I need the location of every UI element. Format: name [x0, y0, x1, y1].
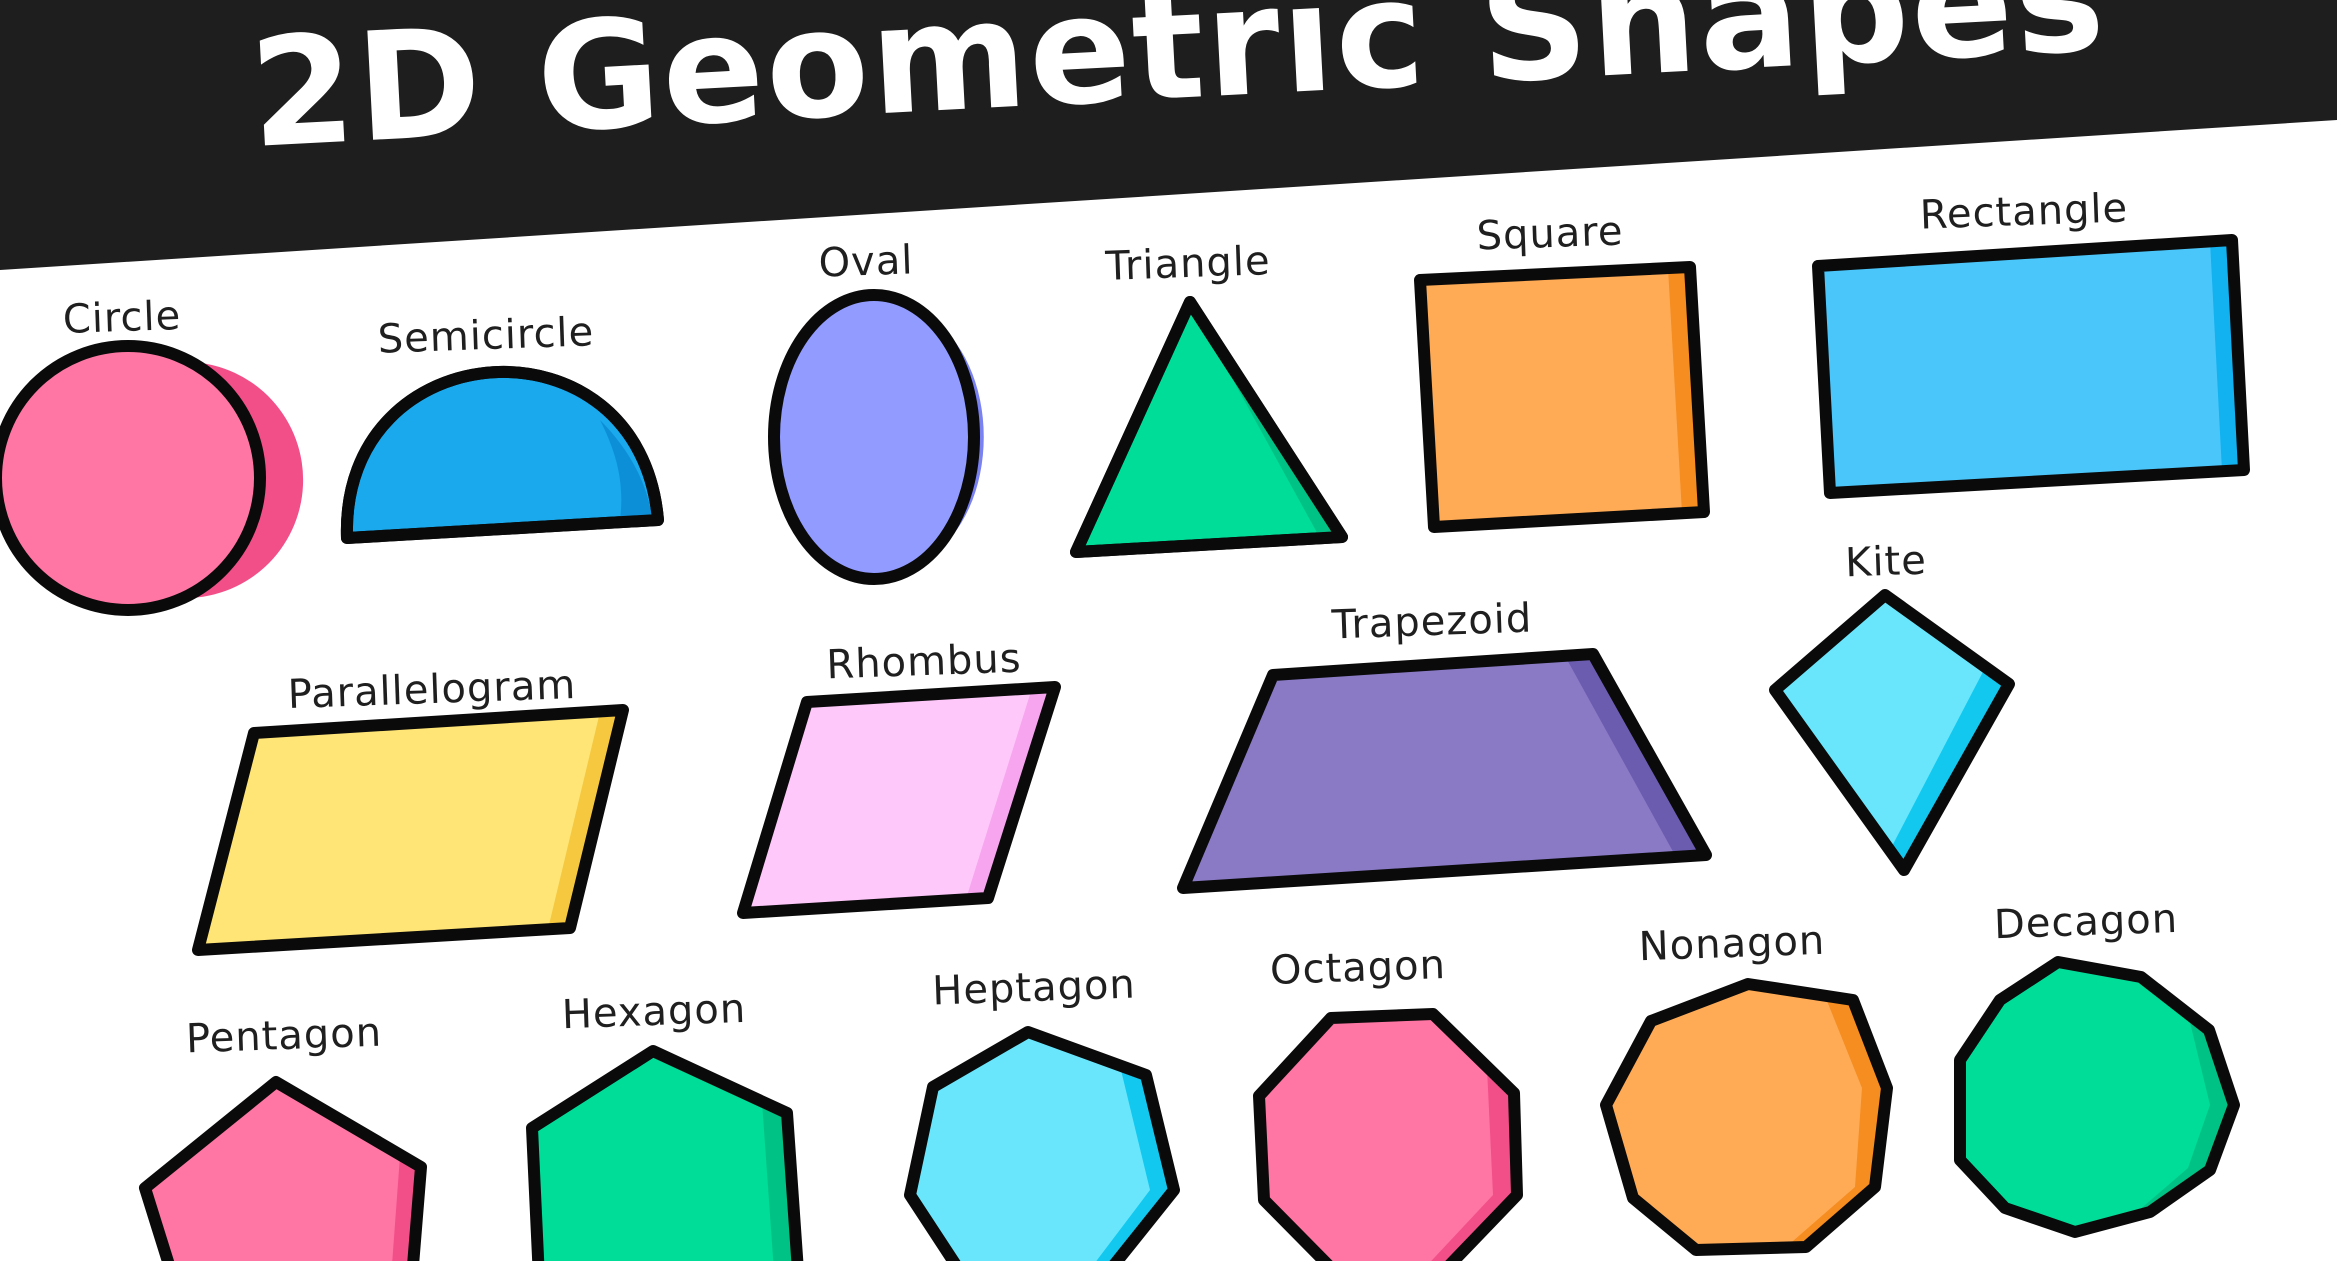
square-shape [1414, 261, 1710, 533]
label-trapezoid: Trapezoid [1331, 595, 1533, 649]
hexagon-shape [526, 1045, 804, 1261]
label-hexagon: Hexagon [561, 985, 747, 1039]
semicircle-shape [340, 365, 664, 544]
parallelogram-shape [192, 704, 629, 956]
label-rhombus: Rhombus [825, 635, 1023, 689]
title-banner [0, 0, 2337, 270]
triangle-shape [1070, 296, 1348, 558]
octagon-shape [1253, 1008, 1523, 1261]
label-rectangle: Rectangle [1919, 185, 2129, 239]
label-semicircle: Semicircle [377, 309, 595, 363]
label-pentagon: Pentagon [185, 1009, 383, 1063]
label-oval: Oval [817, 237, 915, 287]
nonagon-shape [1600, 978, 1893, 1256]
label-decagon: Decagon [1993, 895, 2179, 949]
label-square: Square [1475, 208, 1625, 260]
rhombus-shape [737, 681, 1061, 919]
circle-shape [0, 340, 304, 616]
trapezoid-shape [1177, 648, 1712, 894]
heptagon-shape [904, 1026, 1180, 1261]
label-heptagon: Heptagon [931, 961, 1137, 1015]
label-circle: Circle [62, 292, 182, 344]
rectangle-shape [1812, 234, 2250, 499]
pentagon-shape [139, 1076, 427, 1261]
label-kite: Kite [1844, 537, 1928, 587]
label-nonagon: Nonagon [1638, 917, 1826, 971]
label-octagon: Octagon [1269, 941, 1447, 995]
label-triangle: Triangle [1104, 238, 1272, 290]
decagon-shape [1954, 956, 2240, 1238]
kite-shape [1769, 589, 2015, 876]
oval-shape [768, 289, 984, 585]
